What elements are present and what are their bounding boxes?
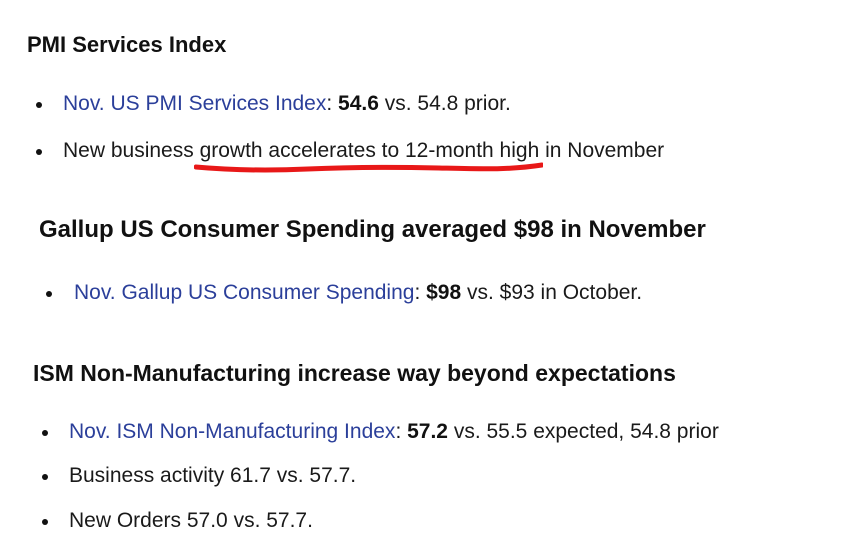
- list-item: Nov. US PMI Services Index: 54.6 vs. 54.…: [36, 93, 836, 117]
- list-item: New business growth accelerates to 12-mo…: [36, 139, 836, 173]
- bullet-text: Nov. Gallup US Consumer Spending: $98 vs…: [74, 282, 642, 303]
- bullet-dot: [42, 474, 48, 480]
- pmi-value: 54.6: [338, 92, 379, 115]
- bullet-dot: [46, 291, 52, 297]
- bullet-text: New business growth accelerates to 12-mo…: [63, 139, 665, 173]
- highlighted-phrase: growth accelerates to 12-month high: [193, 140, 544, 173]
- heading-gallup-spending: Gallup US Consumer Spending averaged $98…: [39, 216, 706, 243]
- ism-rest: vs. 55.5 expected, 54.8 prior: [447, 420, 719, 443]
- separator: :: [326, 92, 339, 115]
- bullet-dot: [42, 519, 48, 525]
- new-business-suffix: in November: [539, 139, 665, 162]
- bullet-text: Nov. ISM Non-Manufacturing Index: 57.2 v…: [69, 421, 719, 442]
- pmi-rest: vs. 54.8 prior.: [378, 92, 511, 115]
- gallup-rest: vs. $93 in October.: [461, 281, 643, 304]
- list-item: New Orders 57.0 vs. 57.7.: [42, 510, 842, 534]
- bullet-text: Nov. US PMI Services Index: 54.6 vs. 54.…: [63, 93, 511, 114]
- list-item: Nov. Gallup US Consumer Spending: $98 vs…: [46, 282, 836, 306]
- list-item: Nov. ISM Non-Manufacturing Index: 57.2 v…: [42, 421, 842, 445]
- separator: :: [414, 281, 427, 304]
- business-activity-text: Business activity 61.7 vs. 57.7.: [69, 464, 357, 487]
- link-gallup-spending[interactable]: Nov. Gallup US Consumer Spending: [74, 281, 415, 304]
- bullet-list-ism: Nov. ISM Non-Manufacturing Index: 57.2 v…: [42, 421, 842, 541]
- new-orders-text: New Orders 57.0 vs. 57.7.: [69, 509, 313, 532]
- heading-pmi-services: PMI Services Index: [27, 32, 227, 57]
- gallup-value: $98: [426, 281, 462, 304]
- list-item: Business activity 61.7 vs. 57.7.: [42, 465, 842, 489]
- ism-value: 57.2: [407, 420, 448, 443]
- bullet-list-gallup: Nov. Gallup US Consumer Spending: $98 vs…: [46, 282, 836, 310]
- red-underline-mark: [193, 162, 544, 173]
- link-us-pmi-services[interactable]: Nov. US PMI Services Index: [63, 92, 327, 115]
- link-ism-index[interactable]: Nov. ISM Non-Manufacturing Index: [69, 420, 396, 443]
- separator: :: [395, 420, 408, 443]
- heading-ism-non-manufacturing: ISM Non-Manufacturing increase way beyon…: [33, 360, 676, 386]
- bullet-dot: [36, 102, 42, 108]
- bullet-dot: [36, 149, 42, 155]
- bullet-dot: [42, 430, 48, 436]
- new-business-prefix: New business: [63, 139, 200, 162]
- bullet-list-pmi: Nov. US PMI Services Index: 54.6 vs. 54.…: [36, 93, 836, 173]
